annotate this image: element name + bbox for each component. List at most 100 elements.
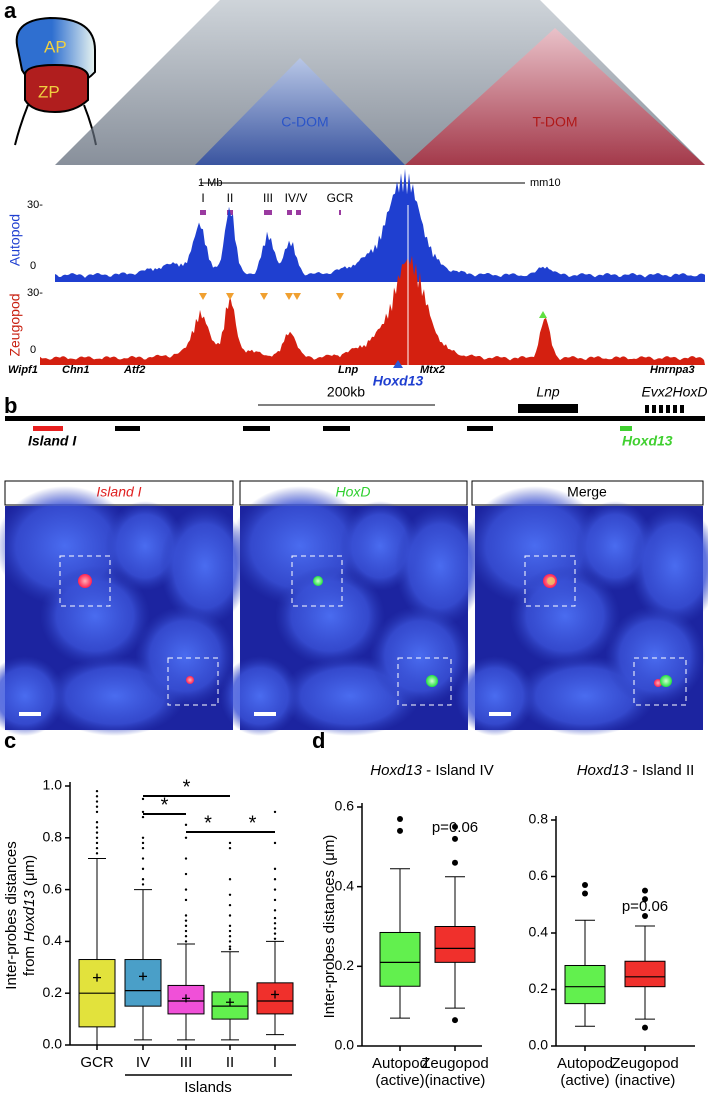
x-tick-label: I bbox=[273, 1054, 277, 1071]
coverage-track bbox=[40, 255, 705, 365]
outlier bbox=[228, 935, 232, 938]
box-chart: 0.0 0.2 0.4 0.6 0.8 Hoxd13 - Island II Autopod… bbox=[529, 762, 695, 1089]
probe bbox=[33, 426, 63, 431]
zoom-box bbox=[59, 555, 111, 607]
box bbox=[624, 960, 666, 988]
outlier bbox=[273, 922, 277, 925]
outlier bbox=[141, 857, 145, 860]
outlier bbox=[95, 846, 99, 850]
outlier bbox=[228, 914, 232, 917]
box-chart: 0.0 0.2 0.4 0.6 d Inter-probes distances (μm)… bbox=[312, 728, 494, 1089]
y-tick-label: 0.0 bbox=[335, 1037, 355, 1053]
scale-label: 200kb bbox=[327, 384, 365, 400]
hic-domain bbox=[405, 28, 705, 165]
outlier bbox=[95, 795, 99, 798]
p-value: p=0.06 bbox=[622, 898, 668, 915]
chart-title-part: - Island II bbox=[628, 762, 694, 779]
y-tick-label: 0.2 bbox=[529, 980, 549, 996]
outlier bbox=[273, 841, 277, 845]
track-label: Zeugopod bbox=[7, 293, 23, 356]
outlier bbox=[582, 890, 588, 897]
box bbox=[434, 926, 476, 963]
probe-signal bbox=[426, 675, 438, 687]
gene-label: Mtx2 bbox=[420, 364, 445, 376]
outlier bbox=[273, 916, 277, 920]
outlier bbox=[582, 881, 588, 888]
outlier bbox=[184, 919, 188, 922]
outlier bbox=[397, 827, 403, 834]
outlier bbox=[228, 945, 232, 948]
chart-title-part: - Island IV bbox=[422, 762, 494, 779]
outlier bbox=[228, 924, 232, 928]
island-label: I bbox=[201, 191, 204, 205]
y-axis-title: Inter-probes distances bbox=[3, 841, 20, 989]
outlier bbox=[184, 823, 188, 827]
outlier bbox=[228, 903, 232, 907]
gene-label: Hoxd13 bbox=[373, 373, 424, 389]
outlier bbox=[184, 935, 188, 938]
channel-2: HoxD bbox=[220, 480, 485, 736]
hoxd13-marker bbox=[393, 360, 403, 368]
y-tick-label: 0.8 bbox=[43, 829, 63, 845]
y-axis-title-part: Hoxd13 bbox=[21, 890, 38, 942]
zoom-box bbox=[291, 555, 343, 607]
p-value: p=0.06 bbox=[432, 819, 478, 836]
box bbox=[124, 959, 162, 1007]
y-tick-label: 0.6 bbox=[43, 880, 63, 896]
hic-domain bbox=[195, 58, 405, 165]
outlier bbox=[452, 835, 458, 842]
outlier bbox=[141, 836, 145, 839]
x-tick-label: Zeugopod bbox=[611, 1055, 679, 1072]
islands bbox=[115, 426, 493, 431]
y-axis-title-part: (μm) bbox=[21, 855, 38, 890]
gene-label: Lnp bbox=[338, 364, 358, 376]
outlier bbox=[642, 1024, 648, 1031]
outlier bbox=[273, 932, 277, 935]
x-tick-note: (inactive) bbox=[425, 1072, 486, 1089]
gene-label: Chn1 bbox=[62, 364, 90, 376]
channel-box bbox=[239, 480, 468, 506]
outlier bbox=[228, 893, 232, 896]
channel-label: Island I bbox=[96, 484, 141, 500]
y-tick-label: 0.6 bbox=[529, 867, 549, 883]
significance-label: * bbox=[204, 812, 212, 834]
coverage-track bbox=[55, 168, 705, 282]
outlier bbox=[273, 927, 277, 930]
outlier bbox=[184, 836, 188, 839]
y-tick-label: 0.8 bbox=[529, 811, 549, 827]
channel-1: Island I bbox=[0, 480, 250, 736]
mean bbox=[93, 973, 101, 982]
outlier bbox=[452, 859, 458, 866]
outlier bbox=[273, 810, 277, 814]
x-tick-label: II bbox=[226, 1054, 234, 1071]
outlier bbox=[184, 857, 188, 860]
gene-label: Evx2 bbox=[641, 384, 672, 400]
x-tick-label: Autopod bbox=[372, 1055, 428, 1072]
gene-label: Hnrnpa3 bbox=[650, 364, 695, 376]
mean bbox=[182, 994, 190, 1003]
significance-label: * bbox=[249, 812, 257, 834]
panel-label: b bbox=[4, 393, 17, 418]
outlier bbox=[228, 846, 232, 850]
y-tick-label: 0.2 bbox=[335, 957, 355, 973]
outlier bbox=[141, 846, 145, 850]
box-chart: 0.0 0.2 0.4 0.6 0.8 1.0 c Inter-probes distance… bbox=[3, 728, 296, 1095]
outlier bbox=[95, 789, 99, 793]
outlier bbox=[184, 940, 188, 943]
y-tick-label: 1.0 bbox=[43, 777, 63, 793]
island-marks bbox=[200, 210, 341, 215]
track-tick: 0 bbox=[30, 260, 36, 272]
x-tick-note: (inactive) bbox=[615, 1072, 676, 1089]
significance-label: * bbox=[161, 794, 169, 816]
x-tick-label: IV bbox=[136, 1054, 150, 1071]
outlier bbox=[141, 878, 145, 881]
domain-label: C-DOM bbox=[281, 114, 328, 130]
outlier bbox=[452, 1017, 458, 1024]
outlier bbox=[95, 821, 99, 824]
group-label: Islands bbox=[184, 1079, 232, 1095]
outlier bbox=[141, 815, 145, 819]
channel-3: Merge bbox=[455, 480, 708, 736]
outlier bbox=[452, 823, 458, 830]
y-axis-title-part: from bbox=[21, 942, 38, 976]
outlier bbox=[95, 826, 99, 829]
